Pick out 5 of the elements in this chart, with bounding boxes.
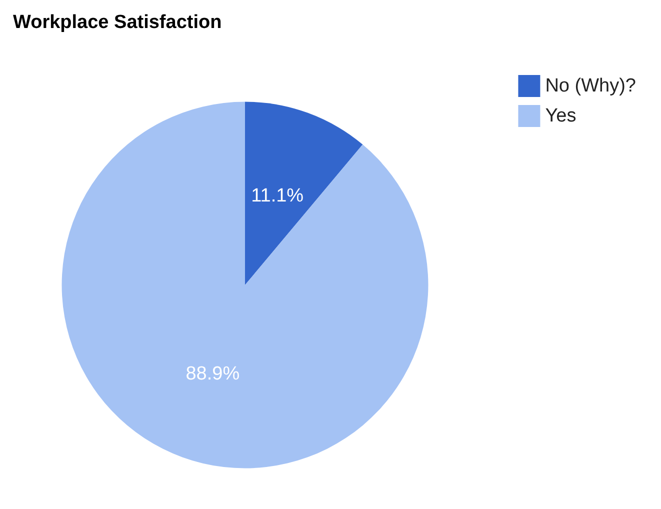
data-label: 11.1% bbox=[251, 186, 304, 207]
data-label: 88.9% bbox=[186, 363, 240, 384]
legend-label: No (Why)? bbox=[545, 76, 636, 96]
chart-title: Workplace Satisfaction bbox=[13, 12, 222, 33]
legend-label: Yes bbox=[545, 106, 576, 126]
